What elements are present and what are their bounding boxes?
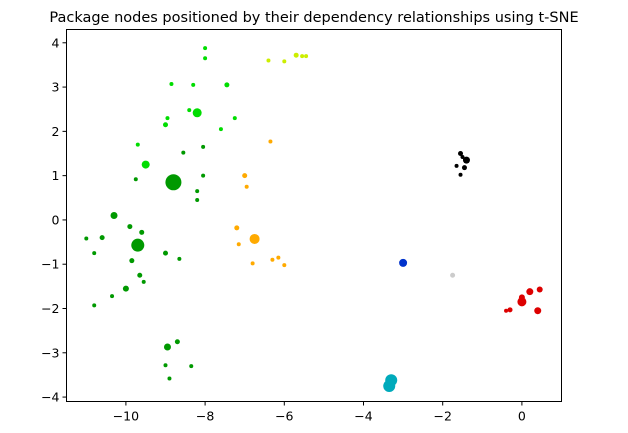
data-point xyxy=(461,165,467,171)
data-point xyxy=(504,308,509,313)
data-point xyxy=(99,235,105,241)
data-point xyxy=(201,144,206,149)
data-point xyxy=(203,46,208,51)
data-point xyxy=(122,285,129,292)
data-point xyxy=(165,174,182,191)
data-point xyxy=(462,156,470,164)
y-tick-label: 2 xyxy=(52,124,60,139)
data-point xyxy=(141,160,150,169)
data-point xyxy=(282,59,287,64)
y-tick-label: −4 xyxy=(41,390,59,405)
data-point xyxy=(234,225,240,231)
data-point xyxy=(192,108,202,118)
data-point xyxy=(165,116,170,121)
data-point xyxy=(201,173,206,178)
data-point xyxy=(218,127,223,132)
data-point xyxy=(450,272,456,278)
data-point xyxy=(163,250,168,256)
data-point xyxy=(163,122,168,128)
data-point xyxy=(534,307,542,315)
data-point xyxy=(236,242,241,247)
data-point xyxy=(244,184,249,189)
data-point xyxy=(293,52,299,58)
data-point xyxy=(163,343,171,351)
y-tick-label: 0 xyxy=(52,212,60,227)
data-point xyxy=(110,212,118,219)
data-point xyxy=(300,54,305,59)
data-point xyxy=(189,364,194,369)
data-point xyxy=(268,139,273,144)
data-point xyxy=(383,380,396,392)
data-point xyxy=(163,363,168,368)
y-tick-label: 3 xyxy=(52,80,60,95)
data-point xyxy=(131,238,145,252)
data-point xyxy=(133,177,138,182)
data-point xyxy=(458,151,464,156)
data-point xyxy=(139,229,145,235)
x-axis: −10 −8 −6 −4 −2 0 xyxy=(113,401,526,424)
data-point xyxy=(135,142,140,147)
x-tick-label: −6 xyxy=(275,409,293,424)
y-tick-label: −3 xyxy=(41,345,59,360)
data-point xyxy=(92,303,97,308)
x-tick-label: −8 xyxy=(196,409,214,424)
data-point xyxy=(169,81,174,86)
data-point xyxy=(84,236,89,241)
points-layer xyxy=(84,46,543,392)
data-point xyxy=(224,82,230,88)
data-point xyxy=(304,54,309,59)
data-point xyxy=(454,163,459,168)
data-point xyxy=(526,288,534,296)
y-axis: −4 −3 −2 −1 0 1 2 3 4 xyxy=(41,35,67,405)
data-point xyxy=(129,258,135,264)
data-point xyxy=(460,155,465,160)
data-point xyxy=(270,257,275,262)
data-point xyxy=(191,82,196,87)
data-point xyxy=(127,224,133,230)
x-tick-label: 0 xyxy=(518,409,526,424)
data-point xyxy=(195,189,200,194)
chart-title: Package nodes positioned by their depend… xyxy=(49,10,578,26)
data-point xyxy=(250,261,255,266)
plot-frame xyxy=(66,29,562,402)
data-point xyxy=(181,150,186,155)
data-point xyxy=(174,339,180,345)
data-point xyxy=(517,297,527,307)
data-point xyxy=(282,263,287,268)
data-point xyxy=(266,58,271,63)
data-point xyxy=(249,233,260,244)
y-tick-label: 4 xyxy=(52,35,60,50)
data-point xyxy=(507,307,513,313)
data-point xyxy=(137,272,143,278)
data-point xyxy=(177,256,182,261)
data-point xyxy=(187,108,192,113)
data-point xyxy=(203,56,208,61)
x-tick-label: −2 xyxy=(433,409,451,424)
y-tick-label: −1 xyxy=(41,257,59,272)
data-point xyxy=(518,294,525,301)
y-tick-label: 1 xyxy=(52,168,60,183)
data-point xyxy=(141,279,146,284)
data-point xyxy=(399,258,408,267)
data-point xyxy=(195,198,200,202)
data-point xyxy=(242,173,248,179)
data-point xyxy=(92,251,97,256)
data-point xyxy=(232,116,237,121)
x-tick-label: −4 xyxy=(354,409,372,424)
data-point xyxy=(536,286,543,293)
data-point xyxy=(458,172,463,177)
data-point xyxy=(167,376,172,381)
x-tick-label: −10 xyxy=(113,409,139,424)
data-point xyxy=(276,255,281,260)
y-tick-label: −2 xyxy=(41,301,59,316)
data-point xyxy=(110,294,115,299)
